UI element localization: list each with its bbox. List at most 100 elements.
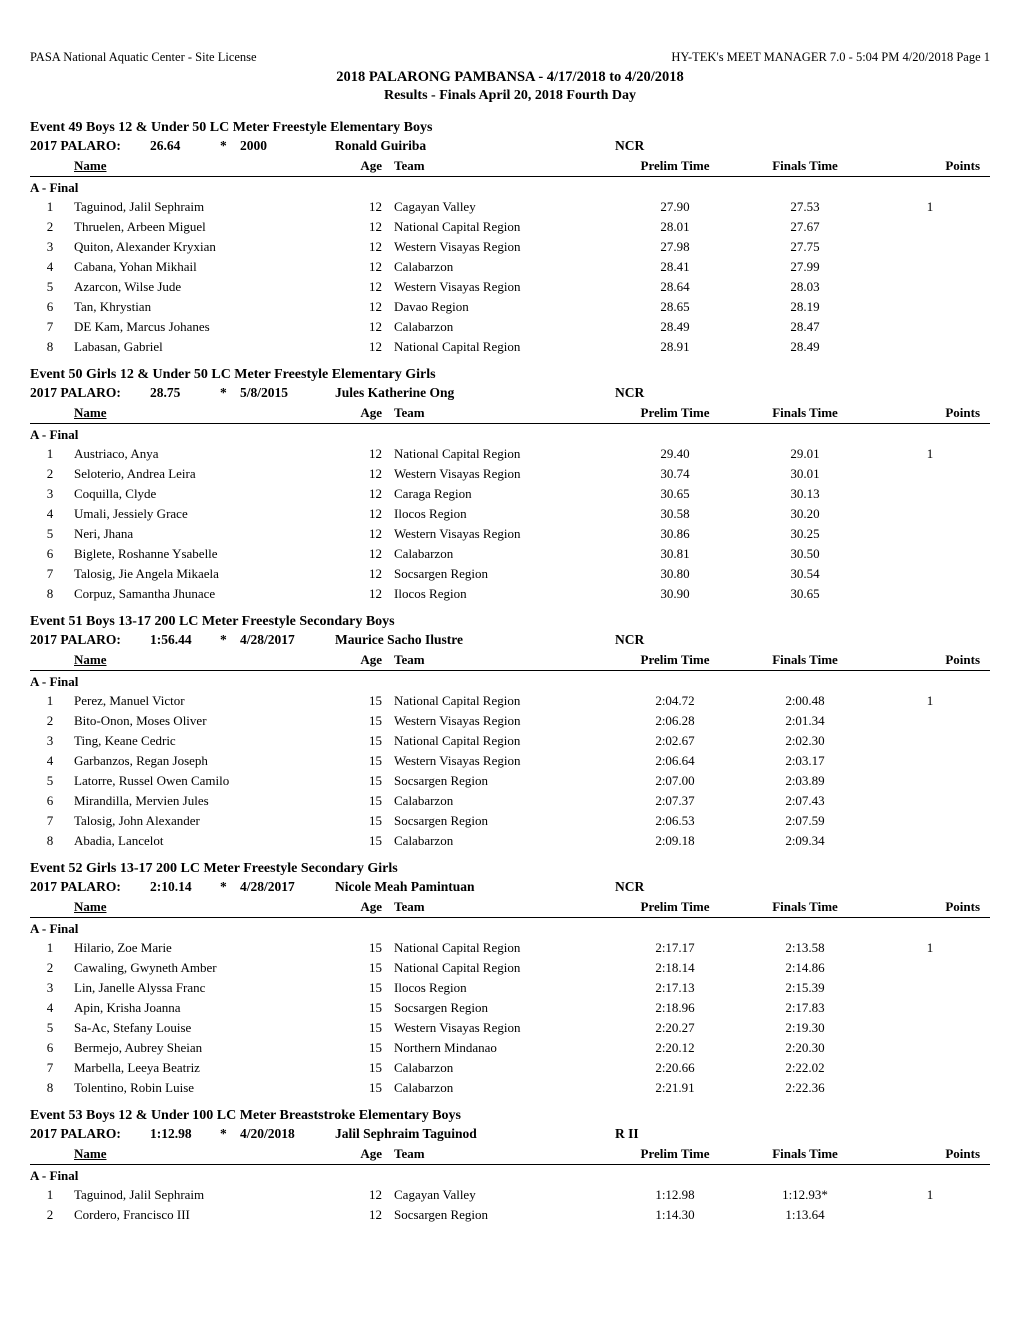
cell-points (870, 564, 990, 584)
cell-points (870, 524, 990, 544)
cell-name: Latorre, Russel Owen Camilo (70, 771, 350, 791)
col-points: Points (870, 897, 990, 918)
cell-age: 12 (350, 297, 390, 317)
cell-finals: 2:17.83 (740, 998, 870, 1018)
cell-team: Davao Region (390, 297, 610, 317)
record-time: 2:10.14 (150, 879, 220, 895)
cell-age: 15 (350, 938, 390, 958)
cell-name: Abadia, Lancelot (70, 831, 350, 851)
col-finals: Finals Time (740, 650, 870, 671)
table-row: 8Labasan, Gabriel12National Capital Regi… (30, 337, 990, 357)
cell-prelim: 2:06.64 (610, 751, 740, 771)
event-block: Event 51 Boys 13-17 200 LC Meter Freesty… (30, 614, 990, 851)
record-team: R II (615, 1126, 639, 1142)
cell-points (870, 504, 990, 524)
table-row: 5Neri, Jhana12Western Visayas Region30.8… (30, 524, 990, 544)
col-place (30, 403, 70, 424)
cell-place: 1 (30, 938, 70, 958)
cell-points (870, 791, 990, 811)
cell-team: National Capital Region (390, 938, 610, 958)
meet-title: 2018 PALARONG PAMBANSA - 4/17/2018 to 4/… (30, 69, 990, 86)
record-holder: Maurice Sacho Ilustre (335, 632, 615, 648)
col-prelim: Prelim Time (610, 897, 740, 918)
record-line: 2017 PALARO:26.64*2000Ronald GuiribaNCR (30, 138, 990, 154)
record-team: NCR (615, 632, 644, 648)
cell-name: Seloterio, Andrea Leira (70, 464, 350, 484)
col-place (30, 1144, 70, 1165)
col-finals: Finals Time (740, 1144, 870, 1165)
cell-name: Bito-Onon, Moses Oliver (70, 711, 350, 731)
cell-age: 12 (350, 337, 390, 357)
event-block: Event 50 Girls 12 & Under 50 LC Meter Fr… (30, 367, 990, 604)
col-age: Age (350, 650, 390, 671)
license-text: PASA National Aquatic Center - Site Lice… (30, 50, 257, 65)
cell-finals: 2:03.89 (740, 771, 870, 791)
cell-age: 15 (350, 791, 390, 811)
table-row: 6Mirandilla, Mervien Jules15Calabarzon2:… (30, 791, 990, 811)
cell-team: Socsargen Region (390, 998, 610, 1018)
cell-prelim: 2:20.12 (610, 1038, 740, 1058)
cell-points: 1 (870, 444, 990, 464)
table-row: 4Apin, Krisha Joanna15Socsargen Region2:… (30, 998, 990, 1018)
cell-name: Cordero, Francisco III (70, 1205, 350, 1225)
table-row: 3Quiton, Alexander Kryxian12Western Visa… (30, 237, 990, 257)
col-prelim: Prelim Time (610, 403, 740, 424)
table-row: 2Seloterio, Andrea Leira12Western Visaya… (30, 464, 990, 484)
record-label: 2017 PALARO: (30, 138, 150, 154)
cell-finals: 27.99 (740, 257, 870, 277)
cell-name: Cabana, Yohan Mikhail (70, 257, 350, 277)
cell-points (870, 1018, 990, 1038)
cell-finals: 30.54 (740, 564, 870, 584)
cell-place: 7 (30, 1058, 70, 1078)
record-line: 2017 PALARO:1:12.98*4/20/2018Jalil Sephr… (30, 1126, 990, 1142)
record-label: 2017 PALARO: (30, 385, 150, 401)
cell-points (870, 771, 990, 791)
record-line: 2017 PALARO:28.75*5/8/2015Jules Katherin… (30, 385, 990, 401)
col-name: Name (70, 156, 350, 177)
cell-age: 15 (350, 1038, 390, 1058)
cell-points: 1 (870, 938, 990, 958)
record-marker: * (220, 1126, 240, 1142)
table-row: 6Bermejo, Aubrey Sheian15Northern Mindan… (30, 1038, 990, 1058)
cell-place: 1 (30, 197, 70, 217)
table-row: 5Latorre, Russel Owen Camilo15Socsargen … (30, 771, 990, 791)
cell-age: 12 (350, 564, 390, 584)
cell-prelim: 28.91 (610, 337, 740, 357)
cell-prelim: 1:12.98 (610, 1185, 740, 1205)
cell-team: Western Visayas Region (390, 237, 610, 257)
col-place (30, 897, 70, 918)
record-time: 28.75 (150, 385, 220, 401)
cell-name: Ting, Keane Cedric (70, 731, 350, 751)
cell-team: Ilocos Region (390, 978, 610, 998)
col-name: Name (70, 403, 350, 424)
col-finals: Finals Time (740, 897, 870, 918)
cell-name: Azarcon, Wilse Jude (70, 277, 350, 297)
cell-age: 15 (350, 811, 390, 831)
cell-name: Tolentino, Robin Luise (70, 1078, 350, 1098)
cell-name: Marbella, Leeya Beatriz (70, 1058, 350, 1078)
cell-team: Calabarzon (390, 1078, 610, 1098)
cell-age: 12 (350, 197, 390, 217)
table-row: 2Thruelen, Arbeen Miguel12National Capit… (30, 217, 990, 237)
record-label: 2017 PALARO: (30, 632, 150, 648)
cell-prelim: 30.81 (610, 544, 740, 564)
cell-team: Calabarzon (390, 831, 610, 851)
col-age: Age (350, 156, 390, 177)
cell-place: 4 (30, 257, 70, 277)
col-prelim: Prelim Time (610, 156, 740, 177)
cell-team: Western Visayas Region (390, 711, 610, 731)
table-row: 8Abadia, Lancelot15Calabarzon2:09.182:09… (30, 831, 990, 851)
cell-place: 1 (30, 691, 70, 711)
cell-name: DE Kam, Marcus Johanes (70, 317, 350, 337)
cell-prelim: 2:07.00 (610, 771, 740, 791)
cell-finals: 2:02.30 (740, 731, 870, 751)
event-block: Event 49 Boys 12 & Under 50 LC Meter Fre… (30, 120, 990, 357)
cell-team: Cagayan Valley (390, 1185, 610, 1205)
cell-points (870, 711, 990, 731)
cell-place: 3 (30, 237, 70, 257)
cell-prelim: 2:04.72 (610, 691, 740, 711)
results-table: NameAgeTeamPrelim TimeFinals TimePointsA… (30, 1144, 990, 1225)
cell-finals: 2:15.39 (740, 978, 870, 998)
cell-points (870, 1038, 990, 1058)
cell-points (870, 751, 990, 771)
